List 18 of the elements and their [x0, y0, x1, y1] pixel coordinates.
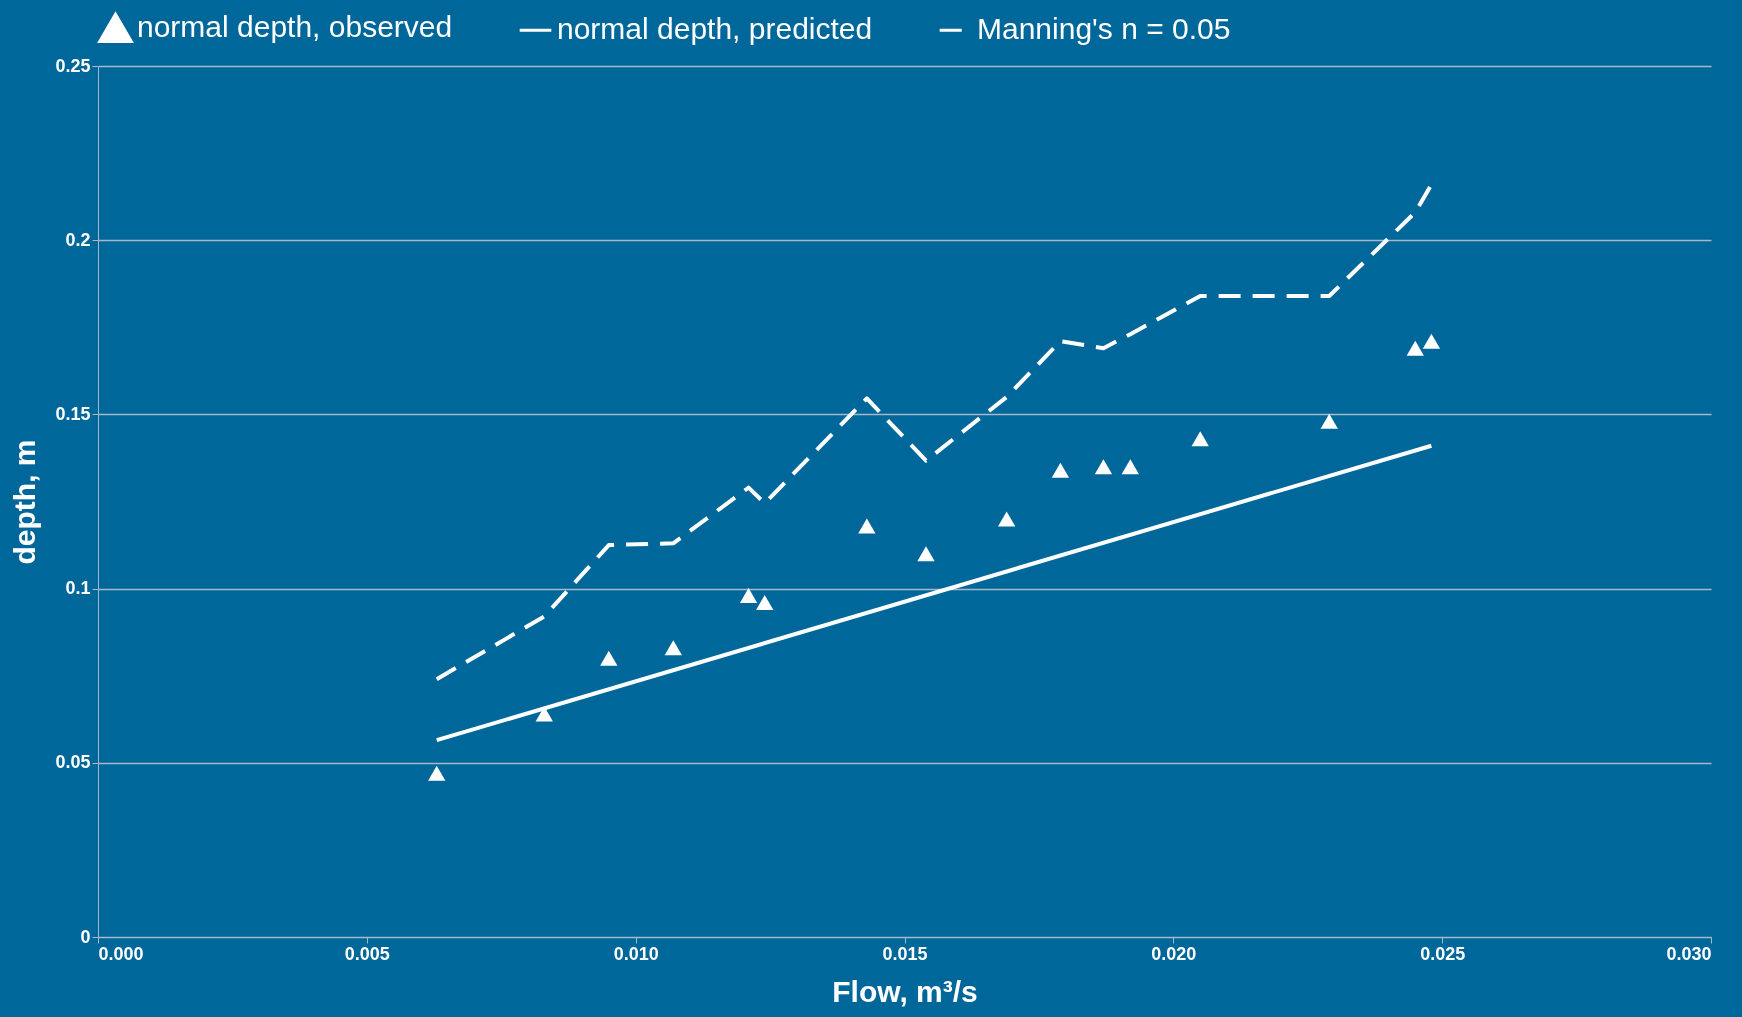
legend-label: normal depth, predicted [557, 12, 873, 46]
y-tick-label: 0.15 [55, 403, 91, 424]
x-axis-title: Flow, m³/s [832, 974, 978, 1008]
x-tick-label: 0.005 [344, 943, 390, 964]
x-tick-label: 0.015 [882, 943, 928, 964]
legend-label: Manning's n = 0.05 [977, 12, 1231, 46]
x-tick-label: 0.010 [613, 943, 659, 964]
x-tick-label: 0.025 [1420, 943, 1466, 964]
y-tick-label: 0.1 [65, 578, 91, 599]
x-tick-label: 0.030 [1666, 943, 1712, 964]
y-axis-title: depth, m [8, 439, 42, 565]
y-tick-label: 0.05 [55, 752, 91, 773]
x-tick-label: 0.020 [1151, 943, 1197, 964]
y-tick-label: 0 [80, 926, 91, 947]
x-tick-label: 0.000 [98, 943, 144, 964]
y-tick-label: 0.25 [55, 55, 91, 76]
legend-label: normal depth, observed [137, 9, 453, 43]
y-tick-label: 0.2 [65, 229, 91, 250]
